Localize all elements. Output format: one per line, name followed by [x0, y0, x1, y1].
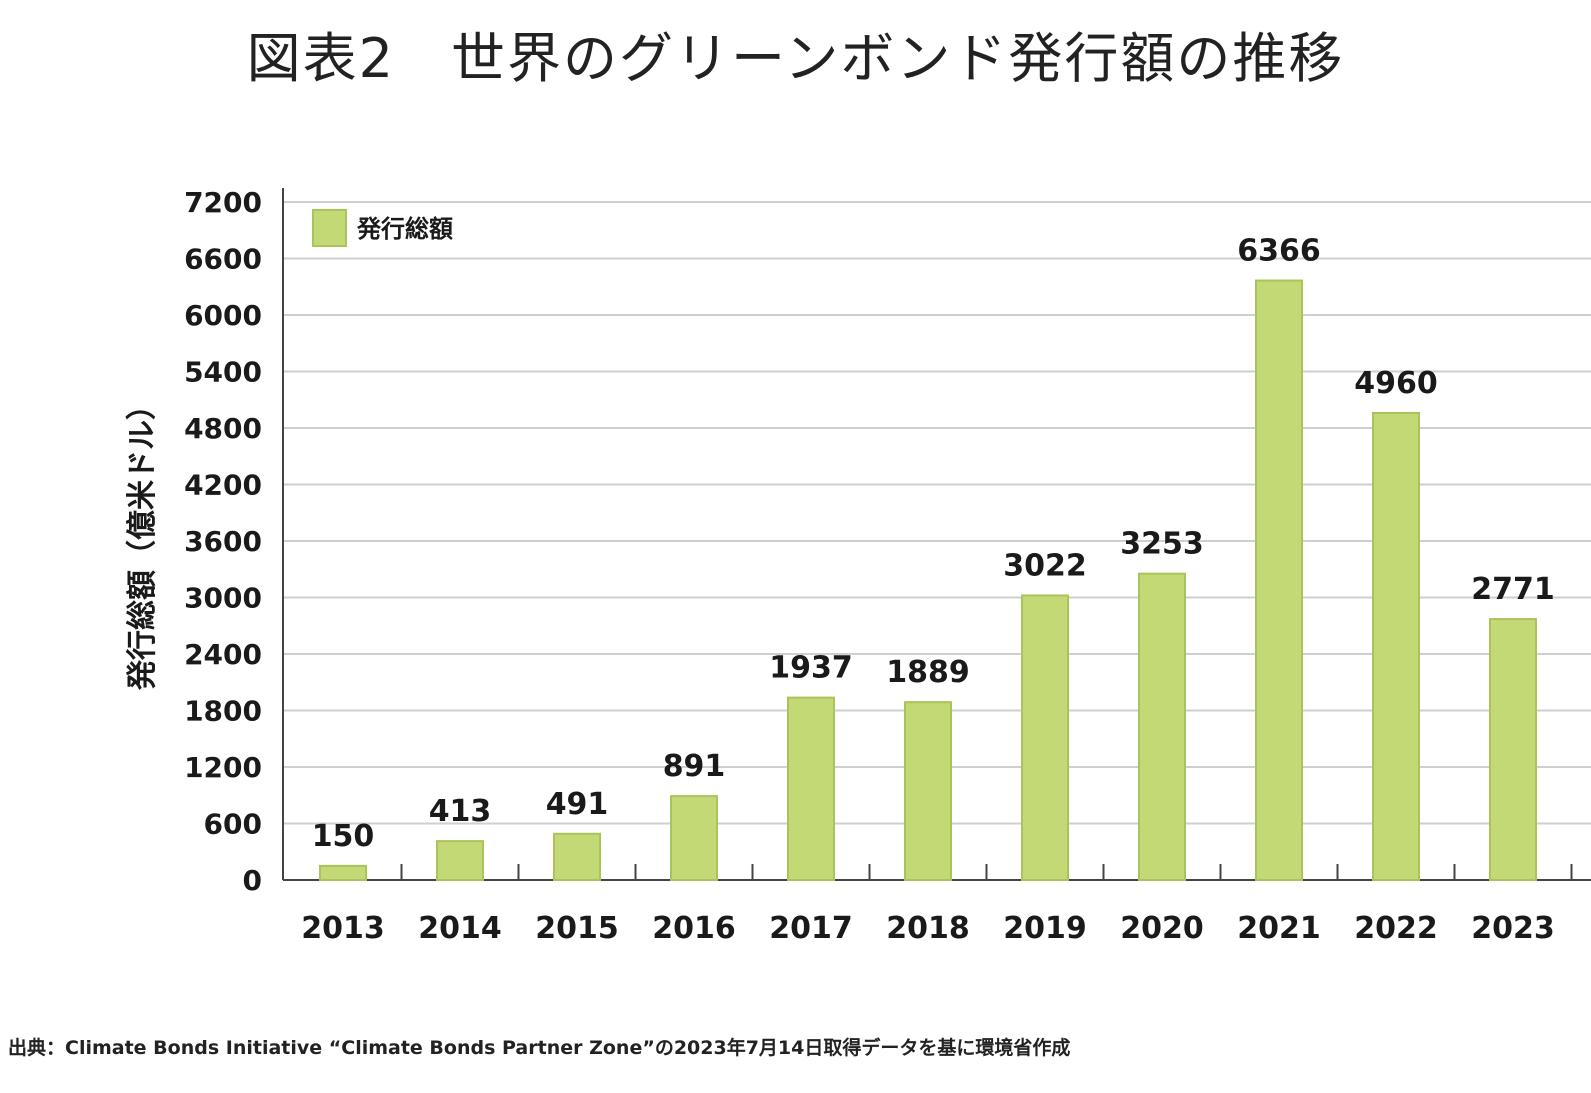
data-label: 3253 [1120, 527, 1204, 562]
x-tick-label: 2017 [769, 911, 853, 946]
x-tick-label: 2023 [1471, 911, 1555, 946]
y-tick-label: 3600 [184, 525, 262, 558]
y-tick-label: 5400 [184, 356, 262, 389]
bar [553, 832, 601, 881]
x-tick-label: 2016 [652, 911, 736, 946]
data-label: 1937 [769, 651, 853, 686]
y-tick-label: 1200 [184, 751, 262, 784]
bar [1372, 411, 1420, 881]
bar [319, 864, 367, 881]
x-tick-label: 2019 [1003, 911, 1087, 946]
bar [1255, 279, 1303, 882]
bar [436, 840, 484, 882]
labels: 0 600 1200 1800 2400 3000 3600 4200 4800 5400 6000… [125, 186, 1555, 946]
x-tick-label: 2022 [1354, 911, 1438, 946]
y-tick-label: 7200 [184, 186, 262, 219]
bar [1021, 594, 1069, 881]
source-note: 出典：Climate Bonds Initiative “Climate Bon… [8, 1037, 1071, 1059]
data-label: 3022 [1003, 548, 1087, 583]
data-label: 150 [312, 819, 375, 854]
data-label: 6366 [1237, 234, 1321, 269]
legend: 発行総額 [312, 209, 453, 247]
chart-title: 図表2 世界のグリーンボンド発行額の推移 [246, 27, 1345, 90]
y-tick-label: 6000 [184, 299, 262, 332]
y-tick-label: 3000 [184, 582, 262, 615]
y-tick-label: 2400 [184, 638, 262, 671]
data-label: 2771 [1471, 572, 1555, 607]
y-tick-label: 1800 [184, 695, 262, 728]
bar [670, 795, 718, 881]
legend-label: 発行総額 [356, 215, 453, 243]
x-tick-label: 2015 [535, 911, 619, 946]
y-tick-label: 0 [243, 864, 262, 897]
y-tick-label: 600 [204, 808, 262, 841]
bar [1138, 572, 1186, 881]
y-axis-label: 発行総額（億米ドル） [125, 390, 160, 691]
legend-swatch [312, 209, 347, 247]
data-label: 891 [663, 749, 726, 784]
y-tick-label: 4800 [184, 412, 262, 445]
bar [787, 696, 835, 882]
x-tick-label: 2018 [886, 911, 970, 946]
x-tick-label: 2013 [301, 911, 385, 946]
data-label: 413 [429, 794, 492, 829]
x-tick-label: 2014 [418, 911, 502, 946]
x-tick-label: 2021 [1237, 911, 1321, 946]
data-label: 4960 [1354, 366, 1438, 401]
bars [319, 279, 1537, 882]
x-tick-label: 2020 [1120, 911, 1204, 946]
bar [1489, 618, 1537, 881]
y-tick-label: 4200 [184, 469, 262, 502]
bar [904, 701, 952, 881]
y-tick-label: 6600 [184, 243, 262, 276]
data-label: 491 [546, 787, 609, 822]
data-label: 1889 [886, 655, 970, 690]
